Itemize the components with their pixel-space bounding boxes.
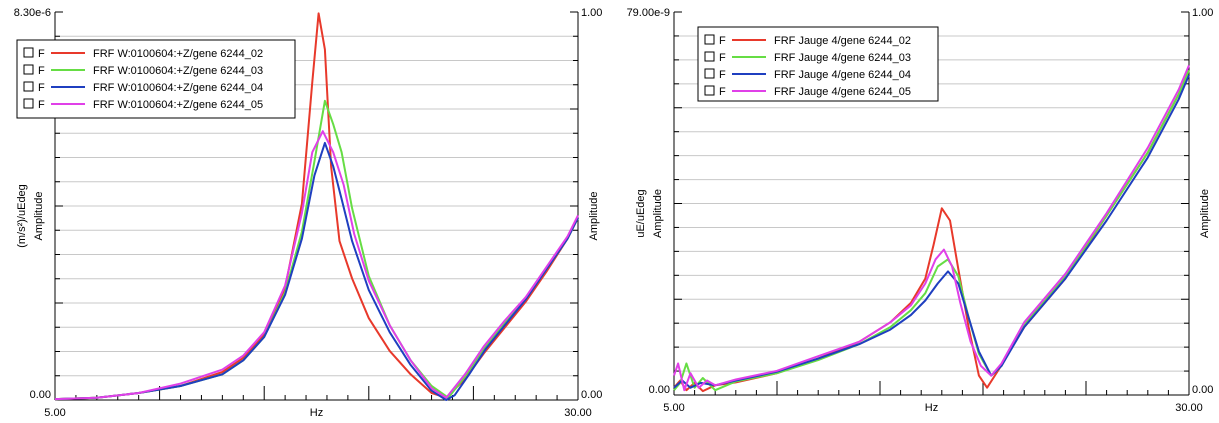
y-axis-label-units: uE/uEdeg xyxy=(635,189,647,237)
y-right-top-label: 1.00 xyxy=(581,7,602,19)
y-axis-label-amplitude-left: Amplitude xyxy=(33,192,45,241)
legend: F FRF W:0100604:+Z/gene 6244_02 F FRF W:010… xyxy=(16,39,296,119)
y-right-bottom-label: 0.00 xyxy=(1192,384,1213,396)
series-line-4 xyxy=(54,130,579,401)
x-axis-label: Hz xyxy=(310,407,323,419)
legend-checkbox-label: F xyxy=(719,35,726,47)
y-left-bottom-label: 0.00 xyxy=(649,384,670,396)
legend-checkbox-label: F xyxy=(38,99,45,111)
y-axis-label-units: (m/s²)/uEdeg xyxy=(16,184,28,248)
legend-label: FRF W:0100604:+Z/gene 6244_04 xyxy=(93,82,263,94)
series-line-4 xyxy=(673,64,1190,392)
legend-checkbox xyxy=(704,34,715,45)
legend-label: FRF W:0100604:+Z/gene 6244_02 xyxy=(93,48,263,60)
legend-checkbox-label: F xyxy=(38,65,45,77)
chart-panel-2: 5.00 30.00 Hz 79.00e-9 0.00 1.00 0.00 uE/uEdeg A… xyxy=(627,7,1214,414)
y-axis-label-amplitude-right: Amplitude xyxy=(1199,189,1211,238)
y-left-bottom-label: 0.00 xyxy=(30,389,51,401)
legend-label: FRF Jauge 4/gene 6244_03 xyxy=(774,52,911,64)
x-tick-label: 5.00 xyxy=(663,402,684,414)
legend-checkbox xyxy=(704,68,715,79)
y-axis-label-amplitude-left: Amplitude xyxy=(652,189,664,238)
y-right-bottom-label: 0.00 xyxy=(581,389,602,401)
legend-checkbox-label: F xyxy=(719,69,726,81)
y-left-top-label: 8.30e-6 xyxy=(14,7,51,19)
series-line-2 xyxy=(673,69,1190,392)
legend-checkbox xyxy=(23,81,34,92)
legend-label: FRF Jauge 4/gene 6244_04 xyxy=(774,69,911,81)
x-tick-label: 5.00 xyxy=(44,407,65,419)
y-left-top-label: 79.00e-9 xyxy=(627,7,670,19)
series-line-1 xyxy=(54,12,579,401)
legend-label: FRF W:0100604:+Z/gene 6244_05 xyxy=(93,99,263,111)
legend-checkbox-label: F xyxy=(38,48,45,60)
series-line-1 xyxy=(673,69,1190,393)
chart-panel-1: 5.00 30.00 Hz 8.30e-6 0.00 1.00 0.00 (m/s²)/uEd… xyxy=(14,7,603,419)
legend-label: FRF W:0100604:+Z/gene 6244_03 xyxy=(93,65,263,77)
legend-checkbox xyxy=(23,98,34,109)
legend: F FRF Jauge 4/gene 6244_02 F FRF Jauge 4/ge… xyxy=(697,26,939,102)
legend-checkbox xyxy=(23,64,34,75)
legend-checkbox-label: F xyxy=(38,82,45,94)
series-line-3 xyxy=(673,74,1190,389)
legend-checkbox-label: F xyxy=(719,86,726,98)
x-tick-label: 30.00 xyxy=(1175,402,1203,414)
legend-label: FRF Jauge 4/gene 6244_05 xyxy=(774,86,911,98)
series-line-3 xyxy=(54,141,579,401)
legend-checkbox xyxy=(704,51,715,62)
legend-checkbox-label: F xyxy=(719,52,726,64)
y-axis-label-amplitude-right: Amplitude xyxy=(588,192,600,241)
y-right-top-label: 1.00 xyxy=(1192,7,1213,19)
legend-label: FRF Jauge 4/gene 6244_02 xyxy=(774,35,911,47)
x-tick-label: 30.00 xyxy=(564,407,592,419)
x-axis-label: Hz xyxy=(925,402,938,414)
legend-checkbox xyxy=(704,85,715,96)
legend-checkbox xyxy=(23,47,34,58)
